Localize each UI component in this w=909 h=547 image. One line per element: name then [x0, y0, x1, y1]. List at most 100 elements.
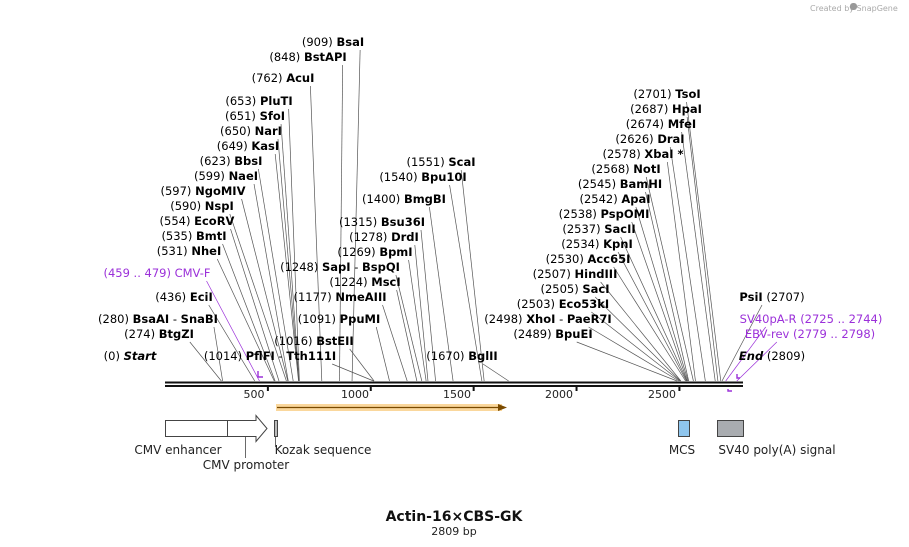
site-label[interactable]: (554) EcoRV — [160, 214, 235, 228]
site-label[interactable]: (2568) NotI — [591, 162, 660, 176]
tick-mark — [678, 386, 681, 391]
site-label[interactable]: (597) NgoMIV — [161, 184, 246, 198]
leader-line — [576, 341, 678, 382]
leader-line — [686, 101, 722, 382]
leader-line — [332, 363, 374, 382]
site-label[interactable]: (436) EciI — [155, 290, 213, 304]
site-labels: (909) BsaI (848) BstAPI (762) AcuI (653)… — [98, 35, 882, 363]
site-label[interactable]: (1551) ScaI — [406, 155, 475, 169]
feature-mcs[interactable] — [678, 420, 690, 437]
leader-line — [395, 274, 423, 382]
site-label[interactable]: (2503) Eco53kI — [517, 297, 609, 311]
leader-line — [460, 169, 485, 382]
start-label: (0) Start — [104, 349, 157, 363]
site-label[interactable]: (2701) TsoI — [633, 87, 700, 101]
leader-line — [721, 304, 763, 382]
leader-line — [408, 259, 427, 382]
primer-label[interactable]: SV40pA-R (2725 .. 2744) — [740, 312, 883, 326]
site-label[interactable]: (2534) KpnI — [561, 237, 633, 251]
site-label[interactable]: (651) SfoI — [225, 109, 285, 123]
leader-line — [594, 296, 681, 382]
site-label[interactable]: (2687) HpaI — [630, 102, 702, 116]
site-label[interactable]: (1014) PflFI - Tth111I — [204, 349, 336, 363]
leader-line — [206, 280, 260, 382]
site-label[interactable]: (2626) DraI — [615, 132, 684, 146]
site-label[interactable]: (1269) BpmI — [337, 245, 412, 259]
tick-mark — [472, 386, 475, 391]
site-label[interactable]: (1540) Bpu10I — [379, 170, 466, 184]
primer-cmv-f-mark[interactable] — [257, 371, 263, 378]
site-label[interactable]: (653) PluTI — [225, 94, 292, 108]
leader-line — [229, 213, 287, 382]
site-label[interactable]: (599) NaeI — [194, 169, 258, 183]
leader-line — [482, 363, 509, 382]
site-label[interactable]: (2507) HindIII — [533, 267, 618, 281]
site-label[interactable]: (2498) XhoI - PaeR7I — [484, 312, 611, 326]
leader-line — [288, 108, 300, 382]
site-label[interactable]: (909) BsaI — [302, 35, 364, 49]
site-label[interactable]: (1091) PpuMI — [298, 312, 380, 326]
site-label[interactable]: (848) BstAPI — [269, 50, 346, 64]
site-label[interactable]: (2578) XbaI * — [602, 147, 683, 161]
primer-label[interactable]: (459 .. 479) CMV-F — [103, 266, 210, 280]
site-label[interactable]: (280) BsaAI - SnaBI — [98, 312, 218, 326]
leader-line — [258, 168, 294, 382]
feature-label: Kozak sequence — [275, 443, 372, 457]
site-label[interactable]: (1177) NmeAIII — [293, 290, 386, 304]
site-label[interactable]: (2537) SacII — [562, 222, 635, 236]
site-label[interactable]: (535) BmtI — [161, 229, 226, 243]
site-label[interactable]: (623) BbsI — [200, 154, 263, 168]
site-label[interactable]: (2538) PspOMI — [559, 207, 650, 221]
site-label[interactable]: (2674) MfeI — [626, 117, 696, 131]
leader-lines — [189, 49, 778, 382]
feature-label: MCS — [669, 443, 695, 457]
feature-kozak-sequence[interactable] — [274, 420, 278, 437]
site-label[interactable]: (1315) Bsu36I — [339, 215, 425, 229]
leader-line — [736, 341, 778, 382]
tick-mark — [575, 386, 578, 391]
site-label[interactable]: (762) AcuI — [252, 71, 315, 85]
site-label[interactable]: (1016) BstEII — [274, 334, 353, 348]
leader-line — [310, 85, 323, 382]
site-label[interactable]: (2505) SacI — [540, 282, 609, 296]
site-label[interactable]: (274) BtgZI — [124, 327, 194, 341]
site-label[interactable]: (1224) MscI — [329, 275, 400, 289]
site-label[interactable]: (2530) Acc65I — [546, 252, 631, 266]
site-label[interactable]: (2545) BamHI — [578, 177, 662, 191]
site-label[interactable]: (531) NheI — [157, 244, 221, 258]
leader-line — [449, 184, 483, 382]
primer-ebv-rev-mark[interactable] — [736, 374, 740, 379]
leader-line — [222, 243, 276, 382]
leader-line — [645, 191, 690, 382]
site-label[interactable]: (650) NarI — [220, 124, 282, 138]
site-label[interactable]: (2489) BpuEI — [513, 327, 592, 341]
site-label[interactable]: (1400) BmgBI — [362, 192, 446, 206]
site-label[interactable]: (1278) DrdI — [349, 230, 419, 244]
leader-line — [216, 258, 275, 382]
site-label[interactable]: PsiI (2707) — [739, 290, 804, 304]
tick-marks — [266, 386, 681, 391]
site-label[interactable]: (590) NspI — [170, 199, 234, 213]
snapgene-logo-icon — [850, 3, 857, 10]
leader-line — [725, 326, 766, 382]
orf-arrow[interactable] — [276, 404, 507, 411]
site-label[interactable]: (1248) SapI - BspQI — [280, 260, 400, 274]
primer-sv40pa-r-mark[interactable] — [727, 389, 732, 392]
leader-line — [591, 311, 681, 382]
feature-cmv-enhancer[interactable] — [165, 420, 228, 437]
leader-line — [681, 131, 716, 382]
leader-line — [274, 153, 299, 382]
tick-label: 2500 — [648, 388, 676, 401]
feature-sv40-polya[interactable] — [717, 420, 744, 437]
leader-line — [414, 244, 429, 382]
leader-line — [617, 251, 687, 382]
leader-line — [669, 146, 706, 382]
leader-line — [241, 198, 289, 382]
site-label[interactable]: (2542) ApaI — [579, 192, 650, 206]
site-label[interactable]: (1670) BglII — [426, 349, 497, 363]
tick-mark — [266, 386, 269, 391]
primer-label[interactable]: EBV-rev (2779 .. 2798) — [745, 327, 875, 341]
feature-cmv-promoter[interactable] — [227, 414, 268, 443]
site-label[interactable]: (649) KasI — [217, 139, 279, 153]
leader-line — [396, 289, 418, 382]
